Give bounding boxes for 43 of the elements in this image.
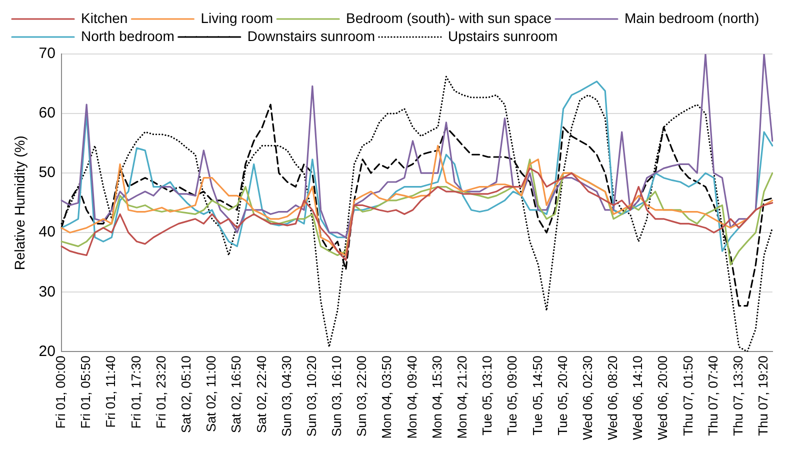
x-tick-label: Thu 07, 19:20 [756, 356, 771, 436]
x-tick-label: Mon 04, 15:30 [429, 356, 444, 439]
legend-label: Main bedroom (north) [624, 10, 760, 26]
x-tick-label: Sat 02, 11:00 [204, 356, 219, 432]
y-tick-label: 20 [38, 342, 56, 360]
x-tick-label: Fri 01, 17:30 [128, 356, 144, 429]
x-tick-label: Mon 04, 09:40 [404, 356, 420, 439]
x-tick-label: Sat 02, 05:10 [178, 356, 194, 434]
y-tick-label: 50 [38, 164, 56, 182]
x-tick-label: Sun 03, 04:30 [278, 356, 294, 437]
x-tick-label: Thu 07, 13:30 [730, 356, 746, 436]
x-tick-label: Fri 01, 23:20 [153, 356, 168, 429]
x-tick-label: Sun 03, 10:20 [304, 356, 319, 437]
legend-label: Kitchen [81, 10, 128, 26]
x-tick-label: Mon 04, 21:20 [454, 356, 470, 439]
x-tick-label: Thu 07, 01:50 [680, 356, 696, 436]
x-tick-label: Tue 05, 03:10 [480, 356, 495, 436]
y-axis-title: Relative Humidity (%) [11, 136, 28, 270]
x-tick-label: Fri 01, 11:40 [103, 356, 118, 428]
x-tick-label: Wed 06, 08:20 [605, 356, 620, 440]
legend-label: Upstairs sunroom [448, 28, 558, 44]
x-tick-label: Fri 01, 00:00 [53, 356, 68, 429]
x-tick-label: Wed 06, 20:00 [655, 356, 670, 440]
legend-label: Downstairs sunroom [247, 28, 375, 44]
legend-label: North bedroom [81, 28, 174, 44]
y-tick-label: 30 [38, 283, 56, 300]
x-tick-label: Wed 06, 14:10 [630, 356, 646, 440]
y-tick-label: 40 [38, 224, 56, 241]
x-tick-label: Mon 04, 03:50 [379, 356, 394, 439]
x-tick-label: Wed 06, 02:30 [580, 356, 595, 440]
x-tick-label: Sat 02, 16:50 [228, 356, 244, 434]
x-tick-label: Fri 01, 05:50 [78, 356, 94, 429]
x-tick-label: Sun 03, 22:00 [354, 356, 370, 437]
x-tick-label: Tue 05, 09:00 [504, 356, 520, 436]
x-tick-label: Tue 05, 14:50 [530, 356, 545, 436]
x-tick-label: Sun 03, 16:10 [329, 356, 344, 437]
y-tick-label: 60 [38, 104, 56, 122]
y-tick-label: 70 [38, 45, 56, 62]
x-tick-label: Thu 07, 07:40 [705, 356, 720, 436]
legend-label: Living room [200, 10, 274, 26]
legend-label: Bedroom (south)- with sun space [346, 10, 552, 26]
x-tick-label: Sat 02, 22:40 [254, 356, 269, 434]
x-tick-label: Tue 05, 20:40 [554, 356, 570, 436]
